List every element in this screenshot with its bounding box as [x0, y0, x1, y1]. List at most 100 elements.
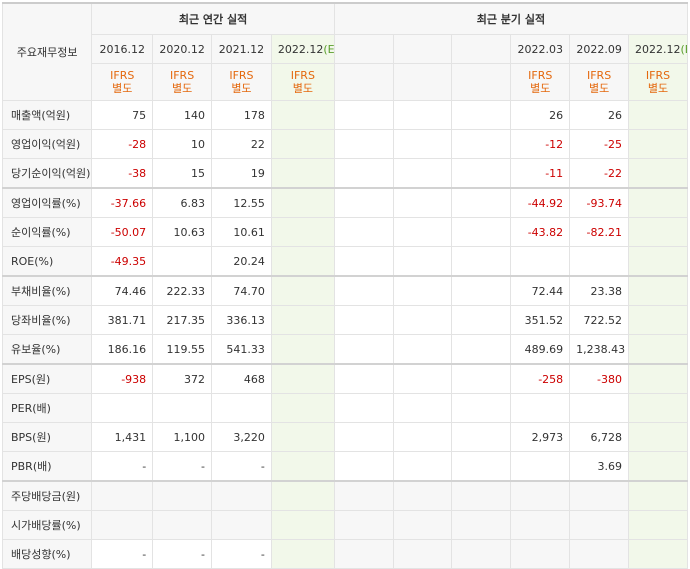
annual-value-cell	[270, 451, 335, 482]
annual-value-cell: 10	[152, 129, 213, 159]
quarter-value-cell	[628, 451, 688, 482]
table-row: PER(배)	[1, 393, 688, 423]
quarter-value-cell	[569, 510, 630, 540]
quarter-period-header: 2022.12(E)	[628, 34, 688, 64]
table-row: 순이익률(%) -50.07 10.63 10.61 -43.82 -82.21	[1, 217, 688, 247]
annual-value-cell	[91, 510, 154, 540]
table-row: ROE(%) -49.35 20.24	[1, 246, 688, 277]
table-row: BPS(원) 1,431 1,100 3,220 2,973 6,728	[1, 422, 688, 452]
quarter-empty-cell	[333, 334, 394, 365]
quarter-empty-cell	[333, 275, 394, 306]
quarter-value-cell	[569, 539, 630, 569]
quarter-value-cell: 351.52	[510, 305, 571, 335]
quarter-empty-cell	[392, 187, 453, 218]
annual-value-cell	[270, 305, 335, 335]
annual-value-cell: 12.55	[211, 187, 272, 218]
annual-value-cell	[152, 510, 213, 540]
quarter-empty-cell	[333, 393, 394, 423]
quarter-empty-cell	[392, 334, 453, 365]
quarter-value-cell	[628, 246, 688, 277]
row-label: PER(배)	[1, 393, 93, 423]
annual-group-header: 최근 연간 실적	[91, 2, 335, 35]
table-row: EPS(원) -938 372 468 -258 -380	[1, 363, 688, 394]
quarter-value-cell: 3.69	[569, 451, 630, 482]
quarter-value-cell	[510, 510, 571, 540]
quarter-empty-cell	[451, 480, 512, 511]
quarter-value-cell	[628, 422, 688, 452]
row-label: 순이익률(%)	[1, 217, 93, 247]
quarter-empty-header	[392, 34, 453, 64]
quarter-value-cell	[628, 480, 688, 511]
ifrs-basis-label: IFRS 별도	[628, 63, 688, 101]
quarter-value-cell	[628, 363, 688, 394]
annual-value-cell: -	[91, 539, 154, 569]
annual-value-cell	[270, 510, 335, 540]
annual-value-cell: 119.55	[152, 334, 213, 365]
annual-value-cell: -28	[91, 129, 154, 159]
annual-value-cell: -37.66	[91, 187, 154, 218]
row-label: 부채비율(%)	[1, 275, 93, 306]
quarter-empty-cell	[392, 217, 453, 247]
table-row: 당좌비율(%) 381.71 217.35 336.13 351.52 722.52	[1, 305, 688, 335]
annual-value-cell	[270, 334, 335, 365]
quarter-value-cell	[510, 451, 571, 482]
quarter-empty-header	[451, 34, 512, 64]
annual-value-cell	[270, 363, 335, 394]
annual-value-cell	[270, 158, 335, 189]
quarter-value-cell	[628, 217, 688, 247]
quarter-empty-cell	[451, 422, 512, 452]
quarter-empty-cell	[392, 305, 453, 335]
annual-value-cell	[270, 187, 335, 218]
quarter-value-cell	[628, 305, 688, 335]
row-label: 영업이익률(%)	[1, 187, 93, 218]
estimate-mark: (E)	[323, 42, 335, 56]
quarter-empty-cell	[392, 480, 453, 511]
annual-value-cell: 222.33	[152, 275, 213, 306]
quarter-empty-cell	[392, 158, 453, 189]
quarter-value-cell	[628, 275, 688, 306]
quarter-empty-cell	[392, 363, 453, 394]
quarter-value-cell: -22	[569, 158, 630, 189]
estimate-mark: (E)	[680, 42, 687, 56]
quarter-empty-cell	[333, 217, 394, 247]
quarter-value-cell: -11	[510, 158, 571, 189]
quarter-value-cell	[569, 393, 630, 423]
table-row: 부채비율(%) 74.46 222.33 74.70 72.44 23.38	[1, 275, 688, 306]
annual-value-cell: 1,100	[152, 422, 213, 452]
quarter-empty-cell	[333, 158, 394, 189]
quarter-value-cell	[628, 510, 688, 540]
quarter-value-cell	[510, 539, 571, 569]
quarter-empty-cell	[392, 100, 453, 130]
row-label: 당기순이익(억원)	[1, 158, 93, 189]
annual-value-cell	[270, 275, 335, 306]
row-label: ROE(%)	[1, 246, 93, 277]
quarter-empty-cell	[392, 275, 453, 306]
ifrs-basis-label: IFRS 별도	[569, 63, 630, 101]
annual-value-cell: 3,220	[211, 422, 272, 452]
quarter-empty-cell	[451, 275, 512, 306]
quarter-value-cell: -44.92	[510, 187, 571, 218]
table-row: 당기순이익(억원) -38 15 19 -11 -22	[1, 158, 688, 189]
quarter-value-cell: -93.74	[569, 187, 630, 218]
annual-value-cell: -938	[91, 363, 154, 394]
table-row: 유보율(%) 186.16 119.55 541.33 489.69 1,238.43	[1, 334, 688, 365]
ifrs-basis-label: IFRS 별도	[152, 63, 213, 101]
quarter-empty-cell	[333, 305, 394, 335]
annual-period-header: 2021.12	[211, 34, 272, 64]
quarter-empty-cell	[333, 510, 394, 540]
quarter-value-cell	[569, 246, 630, 277]
annual-value-cell: 217.35	[152, 305, 213, 335]
quarter-value-cell	[510, 246, 571, 277]
annual-value-cell	[211, 510, 272, 540]
annual-value-cell: -	[152, 539, 213, 569]
quarter-value-cell: -43.82	[510, 217, 571, 247]
quarter-value-cell	[628, 100, 688, 130]
table-row: 주당배당금(원)	[1, 480, 688, 511]
quarter-value-cell: -82.21	[569, 217, 630, 247]
quarter-empty-cell	[333, 451, 394, 482]
quarter-empty-cell	[392, 451, 453, 482]
table-row: 매출액(억원) 75 140 178 26 26	[1, 100, 688, 130]
quarter-empty-header	[451, 63, 512, 101]
quarter-empty-cell	[392, 422, 453, 452]
